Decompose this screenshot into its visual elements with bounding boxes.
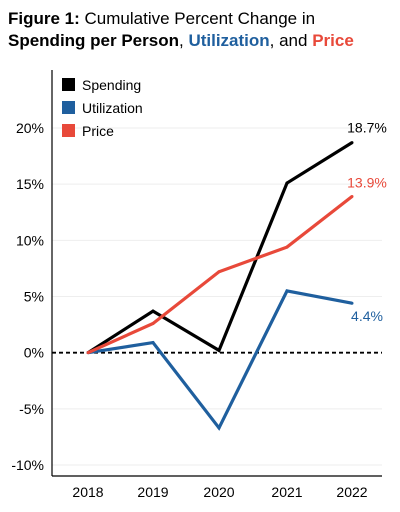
data-point-utilization xyxy=(151,341,155,345)
title-utilization: Utilization xyxy=(188,31,270,50)
title-comma: , xyxy=(178,31,189,50)
series-line-spending xyxy=(87,141,353,355)
data-point-utilization xyxy=(285,289,289,293)
legend-swatch-spending xyxy=(62,78,75,91)
y-tick-label: -5% xyxy=(19,401,44,417)
x-tick-label: 2018 xyxy=(72,484,103,500)
legend-swatch-utilization xyxy=(62,101,75,114)
y-tick-label: 15% xyxy=(16,176,44,192)
title-text: Cumulative Percent Change in xyxy=(79,9,316,28)
end-label-utilization: 4.4% xyxy=(351,308,383,324)
title-line-2: Spending per Person, Utilization, and Pr… xyxy=(8,30,396,52)
data-point-price xyxy=(350,195,354,199)
title-price: Price xyxy=(312,31,354,50)
data-point-utilization xyxy=(350,301,354,305)
series-line-utilization xyxy=(87,289,353,431)
y-tick-label: 0% xyxy=(24,345,44,361)
legend-swatch-price xyxy=(62,124,75,137)
title-and: , and xyxy=(269,31,313,50)
y-tick-label: -10% xyxy=(11,457,44,473)
data-point-price xyxy=(285,245,289,249)
title-spending: Spending per Person xyxy=(8,31,179,50)
end-label-price: 13.9% xyxy=(347,175,387,191)
title-line-1: Figure 1: Cumulative Percent Change in xyxy=(8,8,396,30)
data-point-price xyxy=(151,321,155,325)
y-tick-label: 10% xyxy=(16,232,44,248)
figure-label: Figure 1: xyxy=(8,9,80,28)
chart-title: Figure 1: Cumulative Percent Change in S… xyxy=(8,8,396,52)
data-point-spending xyxy=(217,348,221,352)
data-point-spending xyxy=(151,309,155,313)
y-tick-label: 5% xyxy=(24,289,44,305)
data-point-price xyxy=(86,351,90,355)
legend-label-spending: Spending xyxy=(82,77,141,93)
legend-label-utilization: Utilization xyxy=(82,100,143,116)
data-point-spending xyxy=(285,181,289,185)
y-tick-label: 20% xyxy=(16,120,44,136)
data-point-spending xyxy=(350,141,354,145)
x-tick-label: 2021 xyxy=(271,484,302,500)
end-label-spending: 18.7% xyxy=(347,120,387,136)
x-tick-label: 2020 xyxy=(203,484,234,500)
x-tick-label: 2019 xyxy=(137,484,168,500)
data-point-price xyxy=(217,270,221,274)
legend-label-price: Price xyxy=(82,123,114,139)
data-point-utilization xyxy=(217,426,221,430)
x-tick-label: 2022 xyxy=(336,484,367,500)
series-line-price xyxy=(87,195,353,355)
